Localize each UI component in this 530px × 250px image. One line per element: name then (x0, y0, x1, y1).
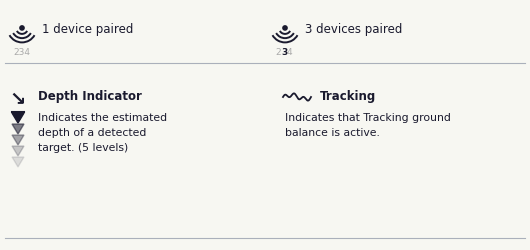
Polygon shape (12, 135, 24, 145)
Text: Tracking: Tracking (320, 90, 376, 103)
Polygon shape (12, 113, 24, 123)
Text: ↘: ↘ (10, 90, 26, 109)
Polygon shape (12, 157, 24, 167)
Text: 234: 234 (13, 48, 30, 57)
Text: 3: 3 (281, 48, 287, 57)
Text: 1 device paired: 1 device paired (42, 24, 134, 36)
Text: depth of a detected: depth of a detected (38, 128, 146, 138)
Text: 2: 2 (275, 48, 280, 57)
Text: Indicates that Tracking ground: Indicates that Tracking ground (285, 113, 451, 123)
Text: 3 devices paired: 3 devices paired (305, 24, 402, 36)
Text: 4: 4 (287, 48, 293, 57)
Polygon shape (12, 124, 24, 134)
Polygon shape (12, 146, 24, 156)
Text: target. (5 levels): target. (5 levels) (38, 143, 128, 153)
Text: Indicates the estimated: Indicates the estimated (38, 113, 167, 123)
Circle shape (20, 26, 24, 30)
Text: Depth Indicator: Depth Indicator (38, 90, 142, 103)
Text: balance is active.: balance is active. (285, 128, 380, 138)
Circle shape (283, 26, 287, 30)
